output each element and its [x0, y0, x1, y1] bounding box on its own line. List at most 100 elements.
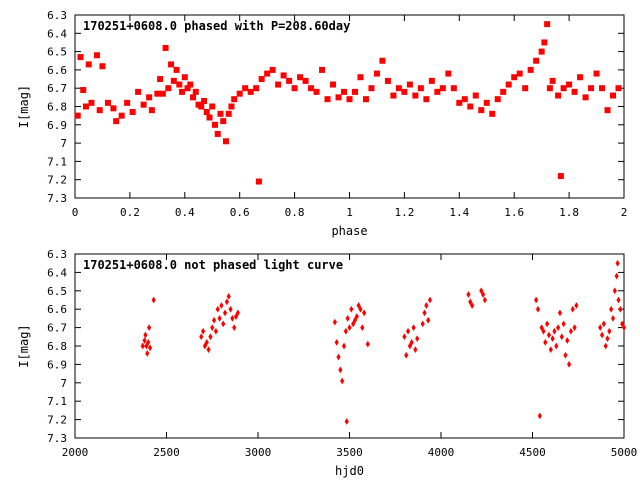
unphased-data-point [217, 315, 222, 322]
unphased-data-point [360, 324, 365, 331]
unphased-data-point [556, 324, 561, 331]
unphased-data-point [213, 327, 218, 335]
phased-x-tick-label: 0.6 [230, 206, 250, 219]
phased-data-point [324, 96, 331, 103]
phased-data-point [379, 57, 386, 64]
phased-data-point [577, 74, 584, 81]
phased-data-point [99, 63, 106, 70]
phased-y-tick-label: 6.7 [47, 82, 67, 95]
phased-data-point [516, 70, 523, 77]
phased-data-point [401, 88, 408, 95]
phased-data-point [135, 88, 142, 95]
unphased-data-point [354, 313, 359, 320]
phased-data-point [220, 118, 227, 125]
phased-data-point [118, 112, 125, 119]
phased-data-point [467, 103, 474, 110]
phased-data-point [302, 77, 309, 84]
unphased-data-point [603, 342, 608, 350]
phased-data-point [209, 103, 216, 110]
phased-data-point [593, 70, 600, 77]
unphased-data-point [228, 305, 233, 313]
phased-data-point [170, 77, 177, 84]
unphased-data-point [615, 259, 620, 267]
phased-light-curve-panel: 0 0.2 0.4 0.6 0.8 1 1.2 1.4 1.6 1.8 2 6.3 6.4 6.5 6.6 6… [17, 9, 627, 238]
unphased-data-point [426, 316, 431, 324]
unphased-data-point [219, 302, 224, 309]
phased-data-point [406, 81, 413, 88]
unphased-data-point [404, 351, 409, 359]
phased-data-point [362, 96, 369, 103]
unphased-data-point [427, 296, 433, 304]
phased-data-point [165, 85, 172, 92]
phased-data-point [412, 92, 419, 99]
unphased-data-point [541, 327, 546, 335]
phased-y-tick-label: 7.3 [47, 192, 67, 205]
unphased-data-point [537, 412, 542, 420]
phased-data-point [280, 72, 287, 79]
unphased-data-point [535, 305, 541, 313]
phased-y-tick-label: 6.4 [47, 27, 67, 40]
unphased-x-tick-label: 3000 [245, 446, 272, 459]
unphased-data-point [336, 353, 341, 361]
phased-data-point [308, 85, 315, 92]
phased-data-point [428, 77, 435, 84]
unphased-data-point [621, 324, 627, 331]
phased-data-point [511, 74, 518, 81]
unphased-data-point [605, 335, 610, 343]
unphased-data-point [424, 302, 429, 309]
phased-data-point [148, 107, 155, 114]
unphased-data-point [559, 333, 564, 341]
unphased-data-point [230, 315, 235, 322]
unphased-y-tick-label: 6.9 [47, 358, 67, 371]
phased-data-point [319, 66, 326, 73]
unphased-data-point [215, 305, 220, 313]
unphased-data-point [413, 346, 418, 354]
phased-data-point [82, 103, 89, 110]
unphased-data-point [235, 309, 240, 317]
unphased-data-point [202, 342, 208, 350]
unphased-data-point [552, 327, 557, 335]
unphased-data-point [409, 338, 414, 346]
phased-data-point [423, 96, 430, 103]
phased-x-tick-label: 0 [72, 206, 79, 219]
unphased-data-point [204, 338, 209, 346]
phased-data-point [445, 70, 452, 77]
phased-data-point [201, 98, 208, 105]
phased-data-point [85, 61, 92, 68]
phased-data-point [610, 92, 617, 99]
unphased-data-point [334, 338, 339, 346]
unphased-y-tick-label: 7.1 [47, 395, 67, 408]
phased-y-axis-label: I[mag] [17, 85, 31, 128]
phased-data-point [557, 173, 564, 180]
unphased-x-axis-label: hjd0 [335, 464, 364, 478]
phased-data-point [357, 74, 364, 81]
phased-data-point [505, 81, 512, 88]
phased-data-point [417, 85, 424, 92]
phased-data-point [192, 88, 199, 95]
phased-x-tick-label: 0.8 [285, 206, 305, 219]
phased-data-point [206, 114, 213, 121]
unphased-data-point [563, 351, 568, 359]
phased-data-point [390, 92, 397, 99]
phased-x-tick-label: 1.4 [449, 206, 469, 219]
phased-data-point [264, 70, 271, 77]
phased-data-point [217, 110, 224, 117]
phased-data-point [615, 85, 622, 92]
phased-data-point [335, 94, 342, 101]
unphased-x-tick-label: 2000 [62, 446, 89, 459]
phased-data-point [599, 85, 606, 92]
unphased-data-point [554, 342, 559, 350]
phased-data-point [247, 88, 254, 95]
unphased-data-point [341, 342, 347, 350]
phased-data-point [179, 88, 186, 95]
phased-data-point [489, 110, 496, 117]
phased-data-point [384, 77, 391, 84]
phased-data-point [214, 130, 221, 137]
unphased-y-tick-label: 6.4 [47, 266, 67, 279]
unphased-data-point [402, 333, 407, 341]
phased-data-point [242, 85, 249, 92]
phased-data-point [154, 90, 161, 97]
unphased-data-point [340, 377, 345, 385]
phased-data-point [162, 44, 169, 51]
phased-data-point [450, 85, 457, 92]
